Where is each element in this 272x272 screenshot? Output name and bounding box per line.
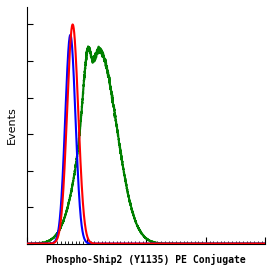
X-axis label: Phospho-Ship2 (Y1135) PE Conjugate: Phospho-Ship2 (Y1135) PE Conjugate [46,254,246,265]
Y-axis label: Events: Events [7,106,17,144]
